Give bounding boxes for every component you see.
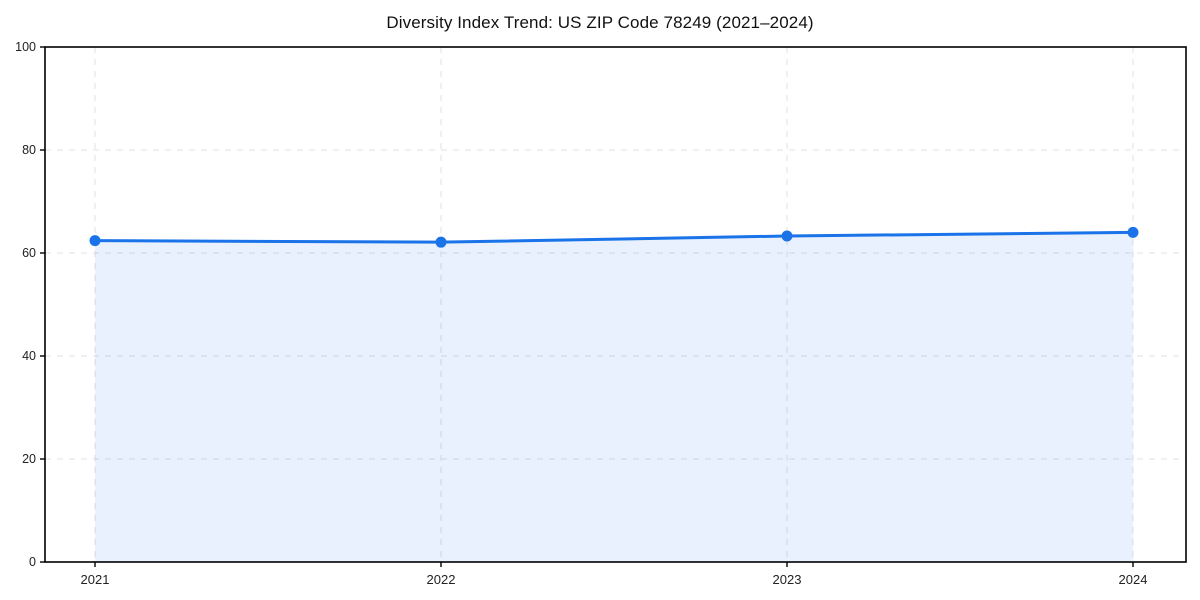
y-tick-label: 100 [15, 40, 36, 54]
y-tick-label: 20 [22, 452, 36, 466]
x-tick-label: 2022 [427, 572, 456, 587]
y-tick-label: 0 [29, 555, 36, 569]
x-tick-label: 2024 [1119, 572, 1148, 587]
plot-border [44, 46, 1187, 563]
y-tick-label: 80 [22, 143, 36, 157]
x-tick-label: 2023 [773, 572, 802, 587]
data-point-marker [89, 235, 101, 247]
data-point-marker [781, 230, 793, 242]
x-tick-label: 2021 [81, 572, 110, 587]
chart-title: Diversity Index Trend: US ZIP Code 78249… [386, 13, 814, 32]
series-area-fill [95, 232, 1133, 562]
data-point-marker [1127, 226, 1139, 238]
data-point-marker [435, 236, 447, 248]
series-line [93, 230, 1135, 244]
y-tick-label: 40 [22, 349, 36, 363]
y-tick-label: 60 [22, 246, 36, 260]
